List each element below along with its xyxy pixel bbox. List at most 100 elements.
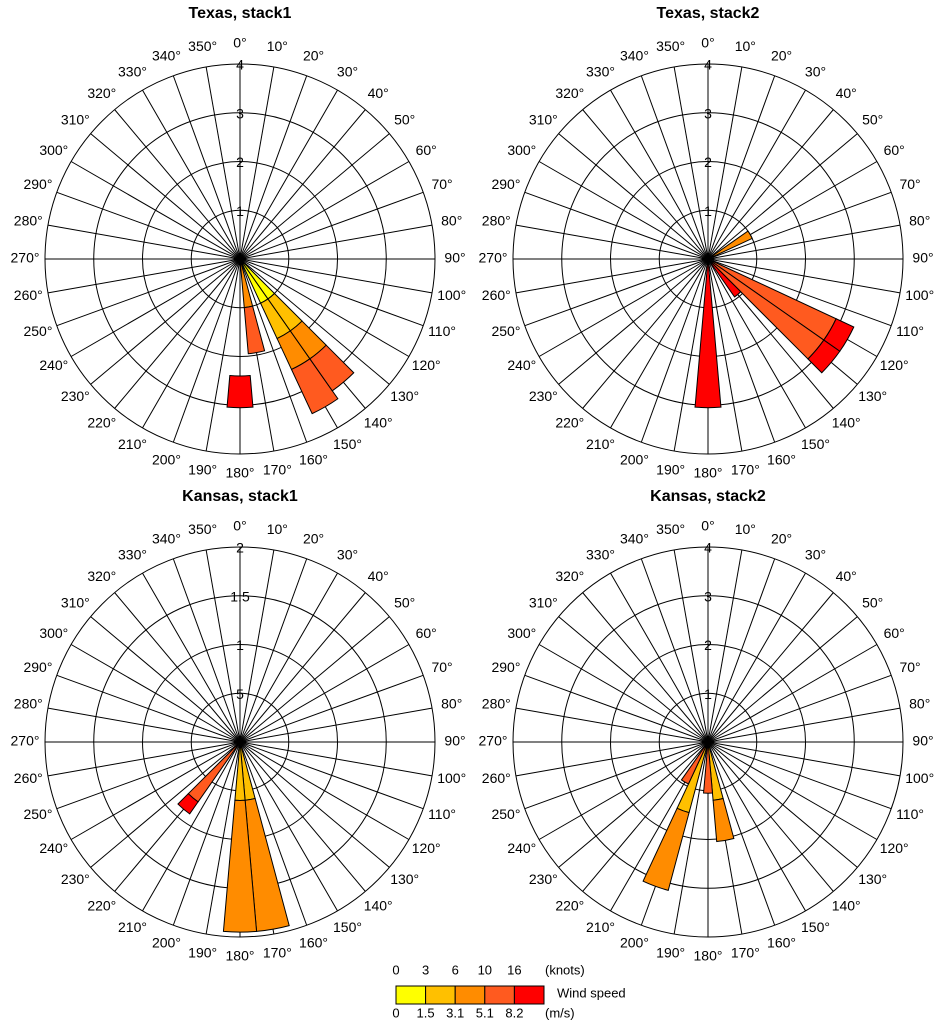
wind-sector-segment: [712, 797, 735, 843]
radial-tick-label: 1: [236, 203, 244, 219]
direction-spoke: [582, 109, 709, 260]
direction-label: 180°: [694, 465, 723, 481]
direction-label: 130°: [390, 388, 419, 404]
direction-label: 20°: [771, 531, 792, 547]
legend-knots-tick: 16: [507, 962, 521, 977]
radial-tick-label: 5: [236, 686, 244, 702]
wind-sector-segment: [694, 258, 722, 409]
direction-label: 150°: [333, 436, 362, 452]
radial-tick-label: 4: [704, 57, 712, 73]
direction-label: 320°: [555, 568, 584, 584]
radial-tick-label: 3: [704, 588, 712, 604]
direction-spoke: [640, 258, 709, 443]
direction-label: 140°: [832, 414, 861, 430]
radial-tick-label: 1.5: [230, 588, 250, 604]
direction-label: 170°: [731, 461, 760, 477]
legend-ms-tick: 0: [392, 1005, 399, 1020]
direction-spoke: [239, 161, 410, 260]
direction-label: 260°: [482, 287, 511, 303]
radial-tick-label: 2: [704, 637, 712, 653]
direction-spoke: [239, 258, 390, 385]
direction-spoke: [239, 741, 410, 840]
direction-spoke: [707, 224, 901, 260]
direction-label: 10°: [267, 38, 288, 54]
wind-sector-segment: [707, 230, 753, 260]
direction-spoke: [172, 258, 241, 443]
direction-spoke: [142, 741, 241, 912]
direction-spoke: [707, 66, 743, 260]
direction-label: 250°: [491, 323, 520, 339]
legend-ms-tick: 5.1: [476, 1005, 494, 1020]
direction-label: 310°: [529, 112, 558, 128]
direction-spoke: [239, 258, 410, 357]
direction-spoke: [515, 258, 709, 294]
direction-spoke: [707, 258, 743, 452]
direction-label: 40°: [368, 568, 389, 584]
direction-spoke: [707, 741, 901, 777]
direction-spoke: [707, 258, 776, 443]
direction-label: 90°: [444, 733, 465, 749]
radial-tick-label: 2: [236, 540, 244, 556]
direction-label: 190°: [656, 944, 685, 960]
direction-label: 220°: [555, 897, 584, 913]
direction-spoke: [56, 674, 241, 743]
direction-label: 180°: [226, 948, 255, 964]
direction-spoke: [70, 258, 241, 357]
direction-spoke: [707, 258, 901, 294]
direction-label: 270°: [11, 733, 40, 749]
direction-label: 0°: [701, 35, 714, 51]
direction-spoke: [142, 258, 241, 429]
direction-label: 220°: [87, 414, 116, 430]
direction-spoke: [538, 741, 709, 840]
direction-label: 340°: [620, 48, 649, 64]
direction-label: 160°: [767, 935, 796, 951]
direction-spoke: [707, 258, 892, 327]
direction-spoke: [524, 258, 709, 327]
direction-spoke: [239, 741, 424, 810]
direction-label: 260°: [14, 287, 43, 303]
legend-ms-unit: (m/s): [545, 1005, 575, 1020]
direction-label: 60°: [884, 142, 905, 158]
direction-label: 190°: [188, 461, 217, 477]
direction-label: 120°: [880, 357, 909, 373]
direction-label: 40°: [836, 85, 857, 101]
direction-spoke: [707, 741, 878, 840]
direction-label: 50°: [862, 112, 883, 128]
direction-label: 0°: [233, 35, 246, 51]
direction-spoke: [205, 549, 241, 743]
wind-sector-segment: [680, 741, 709, 785]
direction-label: 110°: [896, 323, 924, 339]
direction-label: 260°: [14, 770, 43, 786]
wind-sector-segment: [707, 258, 742, 298]
direction-label: 80°: [909, 212, 930, 228]
direction-spoke: [707, 741, 834, 892]
direction-spoke: [239, 89, 338, 260]
direction-label: 160°: [767, 452, 796, 468]
direction-label: 70°: [899, 659, 920, 675]
direction-spoke: [582, 258, 709, 409]
direction-label: 190°: [188, 944, 217, 960]
direction-spoke: [707, 75, 776, 260]
legend-knots-tick: 10: [478, 962, 492, 977]
direction-spoke: [707, 741, 892, 810]
direction-spoke: [114, 592, 241, 743]
direction-spoke: [239, 191, 424, 260]
direction-spoke: [239, 707, 433, 743]
direction-spoke: [172, 558, 241, 743]
direction-spoke: [239, 75, 308, 260]
direction-spoke: [239, 592, 366, 743]
direction-label: 230°: [529, 871, 558, 887]
direction-label: 250°: [491, 806, 520, 822]
direction-spoke: [239, 741, 390, 868]
radial-tick-label: 3: [704, 105, 712, 121]
direction-spoke: [47, 741, 241, 777]
direction-label: 70°: [899, 176, 920, 192]
direction-label: 270°: [479, 250, 508, 266]
direction-label: 280°: [482, 212, 511, 228]
direction-label: 20°: [303, 48, 324, 64]
direction-spoke: [239, 741, 433, 777]
direction-label: 120°: [412, 357, 441, 373]
